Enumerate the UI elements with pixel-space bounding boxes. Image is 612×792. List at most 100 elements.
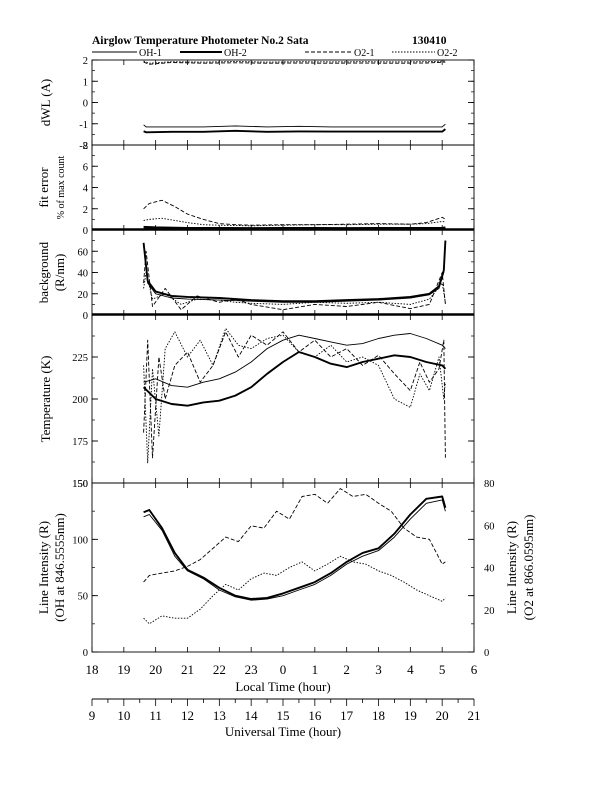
legend-label-oh1: OH-1 <box>139 48 162 59</box>
xtick-label-ut: 14 <box>245 708 259 723</box>
series-int-o22 <box>143 555 446 625</box>
legend-item-o22: O2-2 <box>392 48 458 59</box>
series-dwl-o21 <box>143 61 446 65</box>
series-group-int <box>143 488 447 625</box>
xtick-label-local: 2 <box>343 662 350 677</box>
series-bg-oh1 <box>143 240 446 303</box>
series-temp-o22 <box>143 327 446 464</box>
xtick-label-local: 19 <box>117 662 130 677</box>
xtick-label-ut: 13 <box>213 708 226 723</box>
ylabel-fit: fit error <box>36 167 51 208</box>
series-bg-o21 <box>143 250 446 311</box>
ytick-label-right: 20 <box>484 606 495 617</box>
xtick-label-local: 4 <box>407 662 414 677</box>
panel-temp: 150 175 200 225 Temperature (K) <box>38 314 475 490</box>
xtick-label-ut: 9 <box>89 708 96 723</box>
legend-item-oh2: OH-2 <box>180 48 247 59</box>
ytick-label: 1 <box>83 77 88 88</box>
panel-frame-fit <box>91 144 475 231</box>
series-bg-o22 <box>143 272 446 305</box>
xlabel-ut: Universal Time (hour) <box>225 724 341 739</box>
ytick-label-right: 0 <box>484 648 489 659</box>
legend-label-o21: O2-1 <box>354 48 375 59</box>
ytick-label: 40 <box>78 269 89 280</box>
series-group-fit <box>143 199 446 230</box>
ytick-label: 50 <box>78 592 89 603</box>
legend-item-o21: O2-1 <box>305 48 375 59</box>
ytick-label: 6 <box>83 162 88 173</box>
xtick-label-local: 0 <box>280 662 287 677</box>
xtick-label-ut: 21 <box>468 708 481 723</box>
series-int-oh1 <box>143 499 446 601</box>
xtick-label-local: 5 <box>439 662 446 677</box>
ytick-label: 0 <box>83 311 88 322</box>
chart-title: Airglow Temperature Photometer No.2 Sata <box>92 35 309 47</box>
panel-fit: 0 2 4 6 8 fit error % of max count <box>36 141 475 237</box>
xtick-label-ut: 10 <box>117 708 130 723</box>
xtick-label-local: 21 <box>181 662 194 677</box>
ytick-label: 100 <box>72 535 88 546</box>
ylabel2-int: (OH at 846.5555nm) <box>52 513 67 622</box>
ytick-label: 2 <box>83 205 88 216</box>
series-fit-o22 <box>143 217 446 227</box>
ytick-label: -1 <box>79 120 88 131</box>
ytick-label: -2 <box>79 141 88 152</box>
panel-bg: 0 20 40 60 background (R/nm) <box>36 229 475 322</box>
series-temp-o21 <box>143 331 446 459</box>
series-fit-o21 <box>143 199 446 226</box>
series-dwl-oh1 <box>143 123 446 128</box>
series-dwl-oh2 <box>143 128 446 134</box>
series-dwl-o22 <box>143 60 446 64</box>
ylabel-int: Line Intensity (R) <box>36 521 51 614</box>
panel-dwl: -2 -1 0 1 2 dWL (A) <box>38 56 475 152</box>
ytick-label: 200 <box>72 395 88 406</box>
xtick-label-ut: 18 <box>372 708 385 723</box>
chart-code: 130410 <box>412 35 447 47</box>
legend-label-o22: O2-2 <box>437 48 458 59</box>
legend-item-oh1: OH-1 <box>92 48 162 59</box>
xtick-label-local: 18 <box>86 662 99 677</box>
series-group-bg <box>142 240 447 311</box>
ytick-label: 150 <box>72 479 88 490</box>
xtick-label-local: 3 <box>375 662 382 677</box>
ytick-label: 60 <box>78 247 89 258</box>
xtick-label-ut: 17 <box>340 708 354 723</box>
panels: -2 -1 0 1 2 dWL (A) 0 2 4 6 8 fit error % of max cou… <box>36 56 536 659</box>
xtick-label-local: 1 <box>312 662 319 677</box>
ytick-label: 4 <box>83 184 89 195</box>
ytick-label: 225 <box>72 353 88 364</box>
series-temp-oh2 <box>142 351 447 407</box>
xtick-label-local: 23 <box>245 662 258 677</box>
series-group-temp <box>142 327 447 464</box>
xlabel-local: Local Time (hour) <box>235 679 330 694</box>
xtick-label-local: 22 <box>213 662 226 677</box>
ylabel-bg: background <box>36 241 51 303</box>
series-bg-oh2 <box>142 240 447 303</box>
legend: OH-1 OH-2 O2-1 O2-2 <box>92 48 458 59</box>
ytick-label-right: 80 <box>484 479 495 490</box>
ylabel2-bg: (R/nm) <box>52 254 67 292</box>
ylabel2-right-int: (O2 at 866.0595nm) <box>521 515 536 621</box>
ytick-label: 0 <box>83 99 88 110</box>
ylabel-dwl: dWL (A) <box>38 79 53 127</box>
ytick-label: 20 <box>78 290 89 301</box>
series-fit-oh2 <box>143 225 446 230</box>
xtick-label-ut: 19 <box>404 708 417 723</box>
legend-label-oh2: OH-2 <box>224 48 247 59</box>
series-int-oh2 <box>143 495 447 600</box>
ytick-label: 0 <box>83 226 88 237</box>
xtick-label-ut: 11 <box>149 708 162 723</box>
ytick-label: 150 <box>72 479 88 490</box>
series-int-o21 <box>143 488 446 583</box>
ytick-label-right: 40 <box>484 564 495 575</box>
xtick-label-ut: 20 <box>436 708 449 723</box>
ytick-label: 0 <box>83 648 88 659</box>
series-group-dwl <box>143 60 446 134</box>
series-temp-oh1 <box>143 333 446 388</box>
ylabel-right-int: Line Intensity (R) <box>504 521 519 614</box>
ytick-label: 2 <box>83 56 88 67</box>
ytick-label-right: 60 <box>484 521 495 532</box>
